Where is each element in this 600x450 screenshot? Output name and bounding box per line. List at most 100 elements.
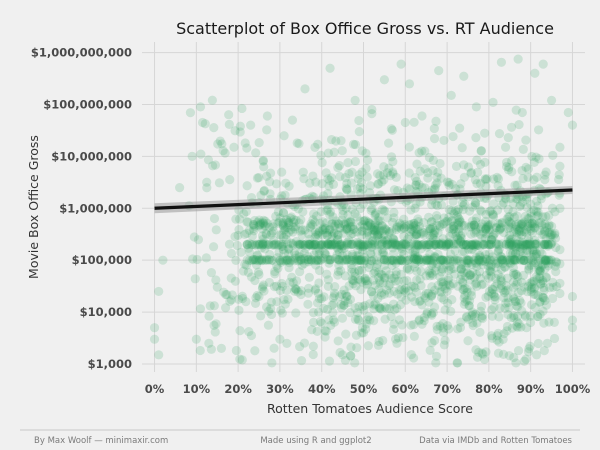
data-point (498, 285, 508, 295)
data-point (444, 273, 454, 283)
data-point (545, 283, 555, 293)
data-point (249, 220, 259, 230)
data-point (523, 213, 533, 223)
data-point (542, 338, 552, 348)
data-point (492, 335, 502, 345)
data-point (506, 122, 517, 132)
data-point (276, 230, 286, 240)
data-point (322, 304, 333, 314)
data-point (416, 244, 426, 254)
data-point (399, 239, 409, 249)
data-point (347, 204, 357, 214)
data-point (259, 286, 269, 296)
data-point (543, 261, 553, 271)
data-point (551, 257, 562, 268)
data-point (243, 243, 254, 253)
data-point (335, 240, 345, 250)
x-tick-label: 20% (224, 382, 252, 396)
data-point (313, 288, 323, 298)
data-point (354, 266, 364, 276)
data-point (386, 311, 396, 322)
data-point (515, 240, 525, 250)
data-point (197, 117, 208, 128)
data-point (464, 255, 474, 266)
data-point (470, 175, 480, 185)
data-point (456, 259, 467, 269)
data-point (236, 247, 246, 257)
data-point (281, 230, 291, 240)
data-point (336, 136, 346, 146)
data-point (335, 347, 345, 358)
data-point (503, 224, 513, 234)
data-point (463, 258, 474, 268)
data-point (346, 351, 356, 361)
data-point (278, 208, 289, 218)
data-point (555, 288, 565, 299)
data-point (366, 256, 376, 266)
data-point (500, 303, 510, 313)
data-point (543, 240, 553, 250)
data-point (337, 289, 347, 299)
data-point (379, 229, 389, 240)
data-point (483, 291, 493, 301)
data-point (446, 217, 456, 227)
data-point (231, 214, 241, 224)
data-point (314, 294, 324, 304)
data-point (388, 157, 398, 167)
data-point (402, 183, 412, 193)
data-point (507, 255, 518, 265)
data-point (486, 267, 496, 277)
data-point (474, 347, 484, 357)
data-point (422, 253, 432, 263)
data-point (487, 311, 497, 321)
data-point (380, 235, 390, 245)
data-point (257, 254, 267, 264)
data-point (284, 218, 294, 228)
data-point (520, 211, 530, 222)
data-point (509, 270, 519, 280)
data-point (277, 308, 287, 318)
data-point (270, 266, 280, 277)
data-point (387, 125, 397, 135)
data-point (555, 245, 565, 255)
data-point (347, 264, 357, 274)
data-point (258, 280, 269, 290)
data-point (329, 317, 340, 327)
data-point (428, 228, 438, 238)
data-point (497, 276, 507, 287)
data-point (481, 224, 491, 234)
data-point (234, 214, 245, 224)
data-point (394, 255, 405, 265)
data-point (281, 255, 291, 265)
data-point (291, 222, 301, 232)
x-tick-label: 30% (266, 382, 294, 396)
data-point (498, 258, 508, 269)
data-point (414, 255, 424, 265)
data-point (451, 161, 462, 171)
data-point (430, 251, 440, 262)
data-point (502, 326, 512, 336)
data-point (404, 79, 415, 89)
data-point (366, 286, 377, 297)
y-tick-label: $1,000 (88, 357, 132, 371)
data-point (351, 251, 362, 261)
data-point (316, 206, 326, 217)
data-point (513, 345, 524, 356)
data-point (409, 254, 419, 264)
data-point (455, 235, 465, 245)
data-point (367, 108, 377, 119)
data-point (322, 269, 332, 279)
data-point (373, 232, 383, 242)
data-point (481, 181, 491, 191)
data-point (530, 239, 540, 249)
data-point (401, 221, 411, 232)
data-point (319, 292, 329, 302)
data-point (368, 236, 378, 246)
data-point (444, 265, 454, 275)
data-point (476, 222, 486, 232)
data-point (254, 221, 264, 231)
data-point (477, 313, 488, 324)
data-point (288, 227, 298, 237)
data-point (494, 128, 505, 139)
data-point (369, 229, 379, 239)
